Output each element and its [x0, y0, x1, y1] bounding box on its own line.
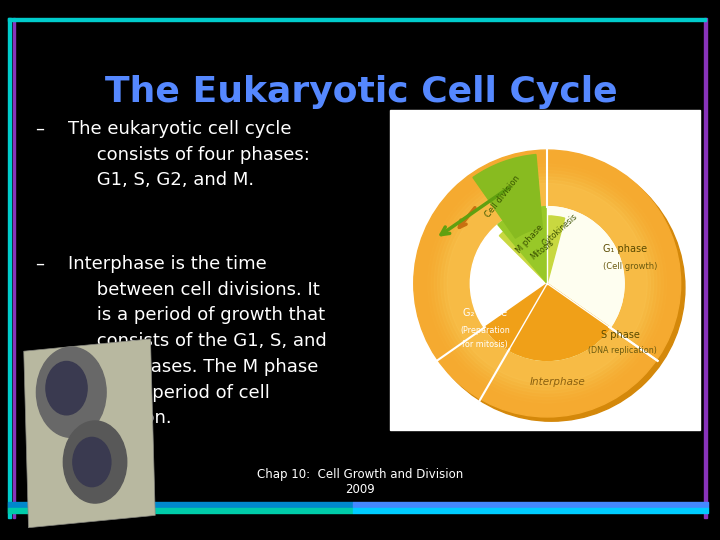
Text: Interphase is the time
     between cell divisions. It
     is a period of growt: Interphase is the time between cell divi… [68, 255, 327, 427]
Text: –: – [35, 255, 44, 273]
Text: 10/7/2020: 10/7/2020 [30, 480, 90, 493]
Bar [353, 502, 708, 508]
Bar [390, 110, 700, 430]
Wedge shape [473, 154, 542, 238]
Circle shape [418, 154, 685, 421]
Bar [8, 18, 11, 518]
Bar [13, 18, 15, 518]
Text: Interphase: Interphase [530, 377, 586, 387]
Bar [8, 502, 353, 508]
Circle shape [414, 150, 680, 417]
Circle shape [37, 347, 106, 437]
Text: –: – [35, 120, 44, 138]
Circle shape [447, 184, 647, 383]
Bar [8, 508, 353, 513]
Circle shape [441, 177, 654, 390]
Text: (Cell growth): (Cell growth) [603, 262, 657, 271]
Circle shape [434, 171, 660, 396]
Wedge shape [509, 284, 610, 360]
Text: 2009: 2009 [345, 483, 375, 496]
Bar [8, 18, 706, 21]
Bar [704, 18, 707, 518]
Text: M phase: M phase [515, 222, 546, 255]
Wedge shape [485, 284, 610, 360]
Circle shape [73, 437, 111, 487]
Text: Cytokinesis: Cytokinesis [541, 212, 580, 248]
Wedge shape [547, 207, 624, 328]
Text: for mitosis): for mitosis) [462, 340, 508, 349]
Circle shape [437, 174, 657, 393]
Circle shape [470, 207, 624, 360]
Circle shape [431, 167, 664, 400]
Text: The Eukaryotic Cell Cycle: The Eukaryotic Cell Cycle [105, 75, 618, 109]
Circle shape [63, 421, 127, 503]
Text: Chap 10:  Cell Growth and Division: Chap 10: Cell Growth and Division [257, 468, 463, 481]
Text: (Preparation: (Preparation [460, 326, 510, 335]
Text: Cell division: Cell division [483, 173, 521, 219]
Text: (DNA replication): (DNA replication) [588, 346, 657, 355]
Text: G₂ phase: G₂ phase [463, 308, 508, 319]
Text: The eukaryotic cell cycle
     consists of four phases:
     G1, S, G2, and M.: The eukaryotic cell cycle consists of fo… [68, 120, 310, 190]
Text: G₁ phase: G₁ phase [603, 244, 647, 254]
Text: S phase: S phase [600, 330, 639, 340]
Circle shape [46, 361, 87, 415]
Wedge shape [498, 207, 547, 284]
Circle shape [444, 180, 651, 387]
Wedge shape [500, 216, 564, 284]
Bar [353, 508, 708, 513]
Polygon shape [24, 339, 156, 528]
Text: Mitosis: Mitosis [528, 238, 555, 261]
